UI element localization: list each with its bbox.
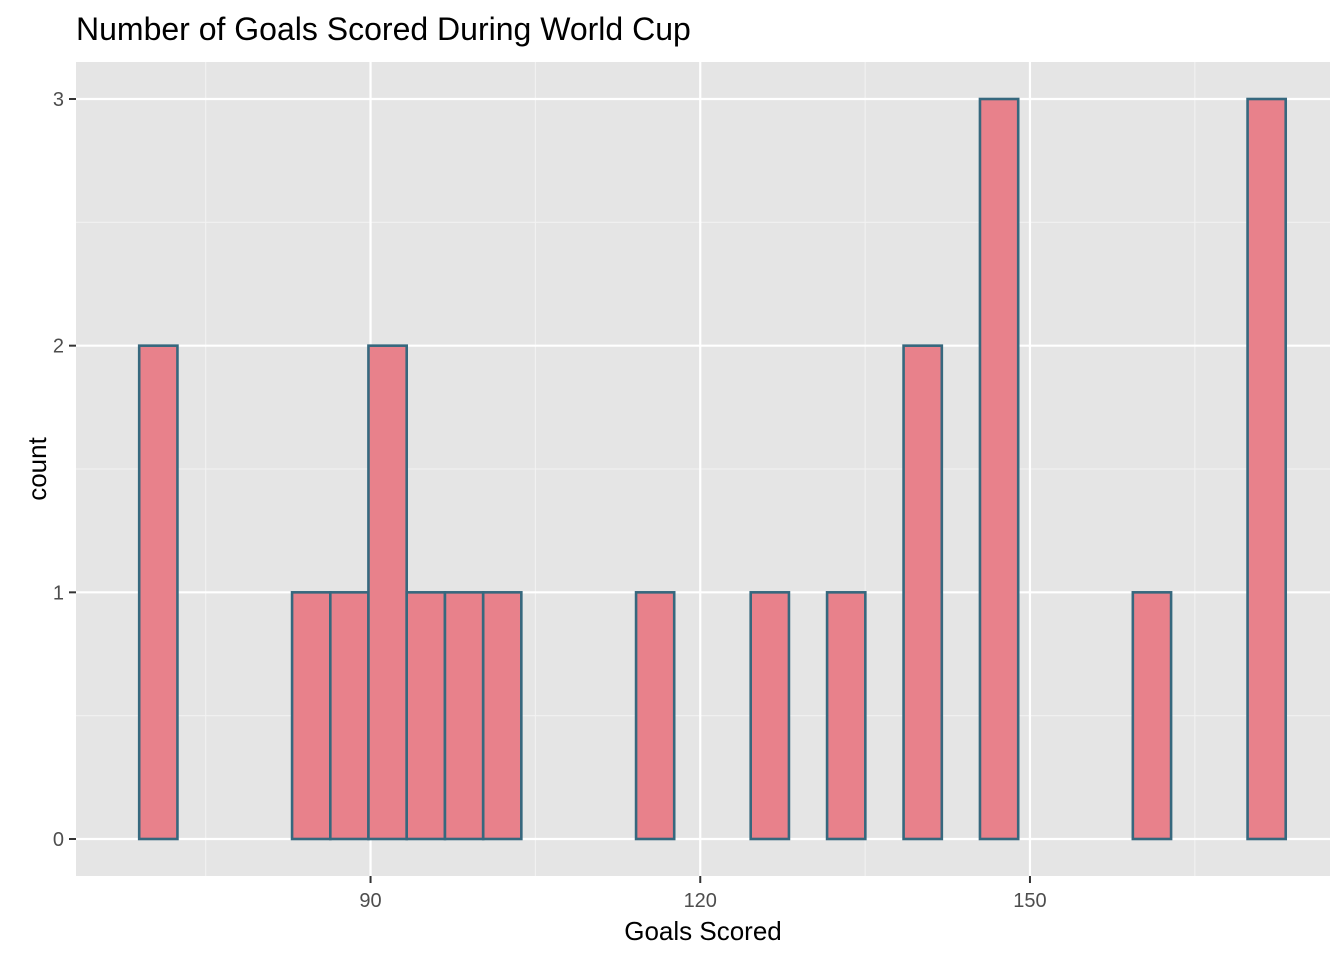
- x-tick-label: 150: [1013, 890, 1046, 912]
- histogram-bar: [825, 591, 867, 841]
- y-tick-label: 3: [53, 89, 64, 111]
- minor-gridlines: [76, 62, 1330, 876]
- y-axis-title: count: [22, 436, 52, 500]
- histogram-bar: [290, 591, 332, 841]
- histogram-bar: [1246, 97, 1288, 841]
- chart-title: Number of Goals Scored During World Cup: [76, 11, 691, 47]
- histogram-bar: [634, 591, 676, 841]
- histogram-bar: [749, 591, 791, 841]
- histogram-bar: [902, 344, 944, 841]
- major-gridlines: [76, 62, 1330, 876]
- histogram-bar: [367, 344, 408, 841]
- histogram-bar: [481, 591, 523, 841]
- histogram-bar: [443, 591, 485, 841]
- histogram-bar: [329, 591, 370, 841]
- x-axis: 90 120 150: [359, 876, 1047, 912]
- x-tick-label: 120: [684, 890, 717, 912]
- x-tick-label: 90: [359, 890, 381, 912]
- histogram-bar: [405, 591, 447, 841]
- x-axis-title: Goals Scored: [624, 916, 782, 946]
- histogram-bars: [137, 97, 1288, 841]
- y-axis: 0 1 2 3: [53, 89, 76, 851]
- histogram-bar: [1131, 591, 1173, 841]
- y-tick-label: 1: [53, 582, 64, 604]
- y-tick-label: 0: [53, 829, 64, 851]
- histogram-bar: [137, 344, 179, 841]
- y-tick-label: 2: [53, 336, 64, 358]
- histogram-bar: [978, 97, 1020, 841]
